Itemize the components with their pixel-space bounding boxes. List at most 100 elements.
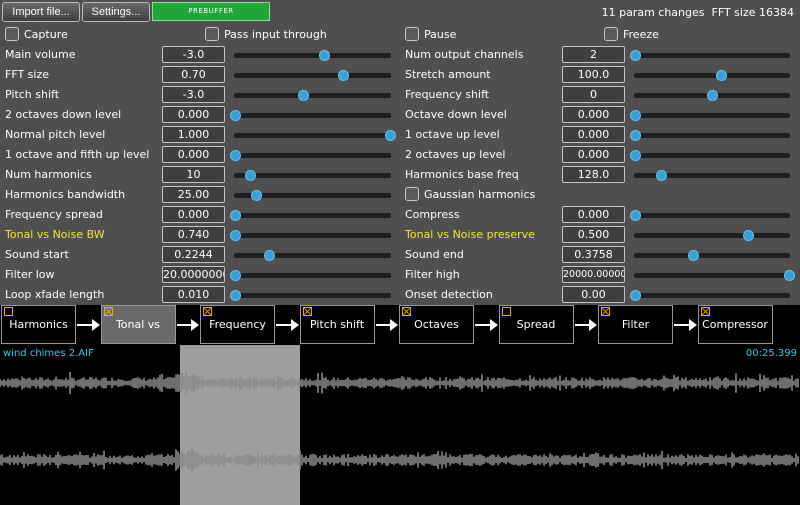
settings-button[interactable]: Settings...: [82, 2, 150, 22]
1-octave-and-fifth-up-level-slider[interactable]: [229, 150, 391, 161]
main-volume-value-field[interactable]: -3.0: [162, 46, 225, 63]
1-octave-up-level-slider[interactable]: [629, 130, 790, 141]
2-octaves-down-level-value-field[interactable]: 0.000: [162, 106, 225, 123]
chain-module-tonal-vs-noise-checkbox[interactable]: [103, 307, 113, 316]
stretch-amount-value-field[interactable]: 100.0: [562, 66, 625, 83]
freeze-checkbox[interactable]: [604, 27, 618, 41]
normal-pitch-level-slider[interactable]: [234, 130, 396, 141]
octave-down-level-slider-knob[interactable]: [629, 110, 641, 121]
chain-module-compressor-checkbox[interactable]: [700, 307, 710, 316]
tonal-vs-noise-preserve-slider[interactable]: [634, 230, 790, 241]
chain-module-compressor[interactable]: Compressor: [697, 305, 773, 344]
1-octave-and-fifth-up-level-value-field[interactable]: 0.000: [162, 146, 225, 163]
pass-input-checkbox[interactable]: [205, 27, 219, 41]
frequency-spread-value-field[interactable]: 0.000: [162, 206, 225, 223]
tonal-vs-noise-bw-slider-knob[interactable]: [229, 230, 241, 241]
chain-module-frequency-shift-checkbox[interactable]: [203, 307, 212, 316]
main-volume-slider-knob[interactable]: [319, 50, 331, 61]
num-harmonics-value-field[interactable]: 10: [162, 166, 225, 183]
fft-size-value-field[interactable]: 0.70: [162, 66, 225, 83]
main-volume-slider[interactable]: [234, 50, 391, 61]
1-octave-up-level-value-field[interactable]: 0.000: [562, 126, 625, 143]
tonal-vs-noise-bw-slider[interactable]: [229, 230, 391, 241]
octave-down-level-slider[interactable]: [629, 110, 790, 121]
num-output-channels-slider[interactable]: [629, 50, 790, 61]
compress-slider-knob[interactable]: [629, 210, 641, 221]
chain-module-pitch-shift-checkbox[interactable]: [302, 307, 312, 316]
onset-detection-slider[interactable]: [629, 290, 790, 301]
sound-start-slider[interactable]: [234, 250, 391, 261]
gaussian-harmonics-checkbox[interactable]: [405, 187, 419, 201]
2-octaves-up-level-slider[interactable]: [629, 150, 790, 161]
chain-module-pitch-shift[interactable]: Pitch shift: [299, 305, 375, 344]
tonal-vs-noise-preserve-value-field[interactable]: 0.500: [562, 226, 625, 243]
onset-detection-slider-knob[interactable]: [629, 290, 641, 301]
stretch-amount-slider[interactable]: [634, 70, 790, 81]
sound-start-slider-knob[interactable]: [263, 250, 275, 261]
pitch-shift-slider-knob[interactable]: [297, 90, 309, 101]
num-output-channels-slider-knob[interactable]: [629, 50, 641, 61]
harmonics-bandwidth-slider-knob[interactable]: [251, 190, 263, 201]
chain-module-harmonics[interactable]: Harmonics: [1, 305, 76, 344]
frequency-shift-value-field[interactable]: 0: [562, 86, 625, 103]
frequency-spread-slider-knob[interactable]: [229, 210, 241, 221]
chain-module-octaves[interactable]: Octaves: [399, 305, 474, 344]
tonal-vs-noise-bw-value-field[interactable]: 0.740: [162, 226, 225, 243]
onset-detection-value-field[interactable]: 0.00: [562, 286, 625, 303]
chain-module-frequency-shift[interactable]: Frequency shift: [200, 305, 275, 368]
frequency-shift-slider-knob[interactable]: [706, 90, 718, 101]
harmonics-bandwidth-value-field[interactable]: 25.00: [162, 186, 225, 203]
fft-size-slider-knob[interactable]: [338, 70, 349, 81]
harmonics-base-freq-slider-knob[interactable]: [655, 170, 667, 181]
2-octaves-up-level-value-field[interactable]: 0.000: [562, 146, 625, 163]
num-output-channels-value-field[interactable]: 2: [562, 46, 625, 63]
2-octaves-down-level-slider-knob[interactable]: [229, 110, 241, 121]
compress-value-field[interactable]: 0.000: [562, 206, 625, 223]
1-octave-up-level-slider-knob[interactable]: [629, 130, 641, 141]
normal-pitch-level-value-field[interactable]: 1.000: [162, 126, 225, 143]
pause-checkbox[interactable]: [405, 27, 419, 41]
frequency-spread-slider[interactable]: [229, 210, 391, 221]
pitch-shift-value-field[interactable]: -3.0: [162, 86, 225, 103]
2-octaves-up-level-slider-knob[interactable]: [629, 150, 641, 161]
filter-low-slider-knob[interactable]: [229, 270, 241, 281]
loop-xfade-length-slider[interactable]: [229, 290, 391, 301]
1-octave-and-fifth-up-level-slider-knob[interactable]: [229, 150, 241, 161]
sound-end-value-field[interactable]: 0.3758: [562, 246, 625, 263]
harmonics-base-freq-value-field[interactable]: 128.0: [562, 166, 625, 183]
waveform-selection[interactable]: [180, 345, 300, 505]
harmonics-base-freq-slider[interactable]: [634, 170, 790, 181]
loop-xfade-length-slider-knob[interactable]: [229, 290, 241, 301]
chain-module-harmonics-checkbox[interactable]: [4, 307, 13, 316]
waveform-view[interactable]: wind chimes 2.AIF 00:25.399: [0, 345, 800, 505]
capture-checkbox[interactable]: [5, 27, 19, 41]
chain-module-spread[interactable]: Spread: [498, 305, 574, 344]
stretch-amount-slider-knob[interactable]: [715, 70, 727, 81]
octave-down-level-value-field[interactable]: 0.000: [562, 106, 625, 123]
chain-module-filter[interactable]: Filter: [598, 305, 673, 344]
pitch-shift-slider[interactable]: [234, 90, 391, 101]
fft-size-slider[interactable]: [234, 70, 391, 81]
harmonics-bandwidth-slider[interactable]: [234, 190, 391, 201]
chain-module-tonal-vs-noise[interactable]: Tonal vs Noise: [100, 305, 176, 368]
chain-module-spread-checkbox[interactable]: [501, 307, 511, 316]
filter-high-slider[interactable]: [634, 270, 795, 281]
2-octaves-down-level-slider[interactable]: [229, 110, 391, 121]
filter-high-value-field[interactable]: 20000.0000000: [562, 266, 625, 283]
import-file-button[interactable]: Import file...: [2, 2, 80, 22]
filter-high-slider-knob[interactable]: [783, 270, 795, 281]
filter-low-slider[interactable]: [229, 270, 391, 281]
chain-module-filter-checkbox[interactable]: [601, 307, 610, 316]
num-harmonics-slider-knob[interactable]: [245, 170, 256, 181]
normal-pitch-level-slider-knob[interactable]: [384, 130, 396, 141]
sound-end-slider[interactable]: [634, 250, 790, 261]
compress-slider[interactable]: [629, 210, 790, 221]
sound-start-value-field[interactable]: 0.2244: [162, 246, 225, 263]
frequency-shift-slider[interactable]: [634, 90, 790, 101]
loop-xfade-length-value-field[interactable]: 0.010: [162, 286, 225, 303]
num-harmonics-slider[interactable]: [234, 170, 391, 181]
sound-end-slider-knob[interactable]: [688, 250, 700, 261]
chain-module-octaves-checkbox[interactable]: [402, 307, 411, 316]
filter-low-value-field[interactable]: 20.0000000: [162, 266, 225, 283]
prebuffer-indicator[interactable]: PREBUFFER: [152, 2, 270, 21]
